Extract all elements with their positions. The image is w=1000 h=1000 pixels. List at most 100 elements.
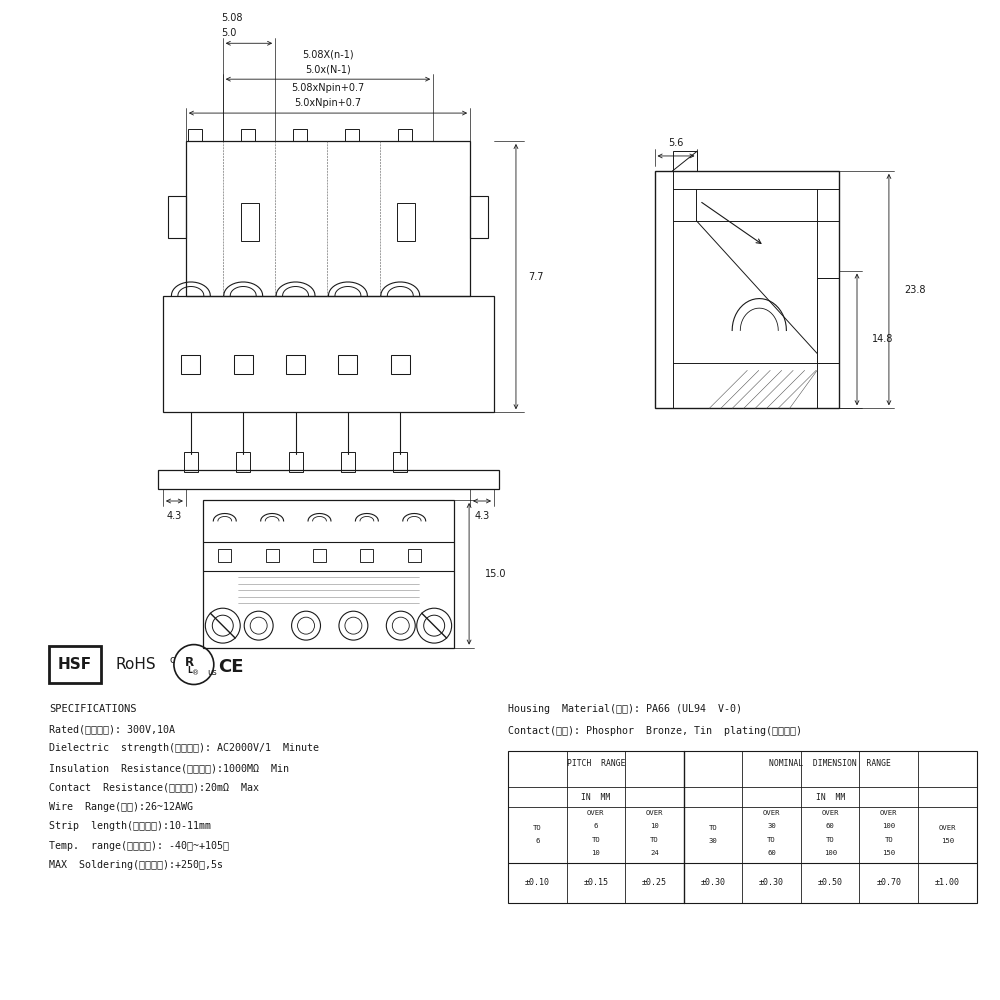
Text: Temp.  range(操作温度): -40℃~+105℃: Temp. range(操作温度): -40℃~+105℃ bbox=[49, 841, 229, 851]
Bar bbox=[163, 296, 494, 412]
Bar bbox=[341, 452, 355, 472]
Circle shape bbox=[292, 611, 321, 640]
Text: 4.3: 4.3 bbox=[474, 511, 490, 521]
Text: 5.0xNpin+0.7: 5.0xNpin+0.7 bbox=[294, 98, 362, 108]
Bar bbox=[218, 549, 231, 562]
Text: HSF: HSF bbox=[58, 657, 92, 672]
Text: TO: TO bbox=[650, 837, 659, 843]
Text: 5.08xNpin+0.7: 5.08xNpin+0.7 bbox=[291, 83, 365, 93]
Text: OVER: OVER bbox=[821, 810, 839, 816]
Text: Housing  Material(塑件): PA66 (UL94  V-0): Housing Material(塑件): PA66 (UL94 V-0) bbox=[508, 704, 742, 714]
Text: 5.0: 5.0 bbox=[221, 28, 236, 38]
Text: ±0.50: ±0.50 bbox=[818, 878, 843, 887]
Circle shape bbox=[298, 617, 315, 634]
Text: 60: 60 bbox=[826, 823, 835, 829]
Text: RoHS: RoHS bbox=[115, 657, 156, 672]
Text: TO: TO bbox=[591, 837, 600, 843]
Bar bbox=[313, 549, 326, 562]
Bar bbox=[203, 500, 454, 648]
Bar bbox=[289, 452, 303, 472]
Bar bbox=[470, 196, 488, 238]
Text: ±0.70: ±0.70 bbox=[876, 878, 901, 887]
Text: MAX  Soldering(瞬时温度):+250℃,5s: MAX Soldering(瞬时温度):+250℃,5s bbox=[49, 860, 223, 870]
Text: us: us bbox=[207, 668, 217, 677]
Text: ±0.30: ±0.30 bbox=[701, 878, 726, 887]
Text: 6: 6 bbox=[594, 823, 598, 829]
Text: 23.8: 23.8 bbox=[904, 285, 925, 295]
Bar bbox=[168, 196, 186, 238]
Text: TO: TO bbox=[533, 825, 542, 831]
Bar bbox=[234, 355, 253, 374]
Text: 5.6: 5.6 bbox=[668, 138, 684, 148]
Text: 6: 6 bbox=[535, 838, 539, 844]
Bar bbox=[655, 171, 839, 408]
Bar bbox=[673, 151, 697, 171]
Bar bbox=[188, 129, 202, 141]
Circle shape bbox=[386, 611, 415, 640]
Bar bbox=[508, 751, 977, 903]
Bar bbox=[408, 549, 421, 562]
Text: ±0.30: ±0.30 bbox=[759, 878, 784, 887]
Text: ±0.25: ±0.25 bbox=[642, 878, 667, 887]
Bar bbox=[345, 129, 359, 141]
Text: OVER: OVER bbox=[880, 810, 898, 816]
Text: 5.08: 5.08 bbox=[221, 13, 242, 23]
Bar bbox=[391, 355, 410, 374]
Text: L: L bbox=[187, 666, 192, 675]
Bar bbox=[181, 355, 200, 374]
Text: Wire  Range(线径):26~12AWG: Wire Range(线径):26~12AWG bbox=[49, 802, 193, 812]
Text: 30: 30 bbox=[709, 838, 717, 844]
Bar bbox=[360, 549, 373, 562]
Circle shape bbox=[345, 617, 362, 634]
Bar bbox=[293, 129, 307, 141]
Text: 24: 24 bbox=[650, 850, 659, 856]
Text: 10: 10 bbox=[650, 823, 659, 829]
Text: ±0.10: ±0.10 bbox=[525, 878, 550, 887]
Bar bbox=[184, 452, 198, 472]
Text: IN  MM: IN MM bbox=[581, 793, 610, 802]
Bar bbox=[186, 141, 470, 296]
Text: ®: ® bbox=[192, 670, 199, 676]
Bar bbox=[241, 203, 259, 241]
Text: 5.0x(N-1): 5.0x(N-1) bbox=[305, 64, 351, 74]
Text: OVER: OVER bbox=[939, 825, 956, 831]
Text: Rated(额定参数): 300V,10A: Rated(额定参数): 300V,10A bbox=[49, 724, 175, 734]
Bar bbox=[398, 129, 412, 141]
Text: TO: TO bbox=[826, 837, 835, 843]
Text: IN  MM: IN MM bbox=[816, 793, 845, 802]
Bar bbox=[397, 203, 415, 241]
Bar bbox=[236, 452, 250, 472]
Text: 10: 10 bbox=[591, 850, 600, 856]
Text: Strip  length(剥线长度):10-11mm: Strip length(剥线长度):10-11mm bbox=[49, 821, 211, 831]
Text: TO: TO bbox=[884, 837, 893, 843]
Text: SPECIFICATIONS: SPECIFICATIONS bbox=[49, 704, 137, 714]
Text: 15.0: 15.0 bbox=[485, 569, 507, 579]
Circle shape bbox=[250, 617, 267, 634]
Text: 100: 100 bbox=[882, 823, 895, 829]
Bar bbox=[241, 129, 255, 141]
Text: ±0.15: ±0.15 bbox=[583, 878, 608, 887]
Text: 14.8: 14.8 bbox=[872, 334, 893, 344]
Circle shape bbox=[244, 611, 273, 640]
Text: NOMINAL  DIMENSION  RANGE: NOMINAL DIMENSION RANGE bbox=[769, 759, 891, 768]
Bar bbox=[286, 355, 305, 374]
Text: 150: 150 bbox=[941, 838, 954, 844]
Bar bbox=[817, 278, 839, 363]
Bar bbox=[49, 646, 101, 683]
Text: 5.08X(n-1): 5.08X(n-1) bbox=[302, 49, 354, 59]
Bar bbox=[393, 452, 407, 472]
Text: 30: 30 bbox=[767, 823, 776, 829]
Circle shape bbox=[212, 615, 233, 636]
Circle shape bbox=[424, 615, 445, 636]
Text: ±1.00: ±1.00 bbox=[935, 878, 960, 887]
Text: OVER: OVER bbox=[763, 810, 780, 816]
Text: PITCH  RANGE: PITCH RANGE bbox=[567, 759, 625, 768]
Text: 150: 150 bbox=[882, 850, 895, 856]
Circle shape bbox=[417, 608, 452, 643]
Text: OVER: OVER bbox=[646, 810, 663, 816]
Text: OVER: OVER bbox=[587, 810, 605, 816]
Text: 60: 60 bbox=[767, 850, 776, 856]
Bar bbox=[338, 355, 357, 374]
Text: Dielectric  strength(抗电强度): AC2000V/1  Minute: Dielectric strength(抗电强度): AC2000V/1 Min… bbox=[49, 743, 319, 753]
Text: Insulation  Resistance(绵缘电阵):1000MΩ  Min: Insulation Resistance(绵缘电阵):1000MΩ Min bbox=[49, 763, 289, 773]
